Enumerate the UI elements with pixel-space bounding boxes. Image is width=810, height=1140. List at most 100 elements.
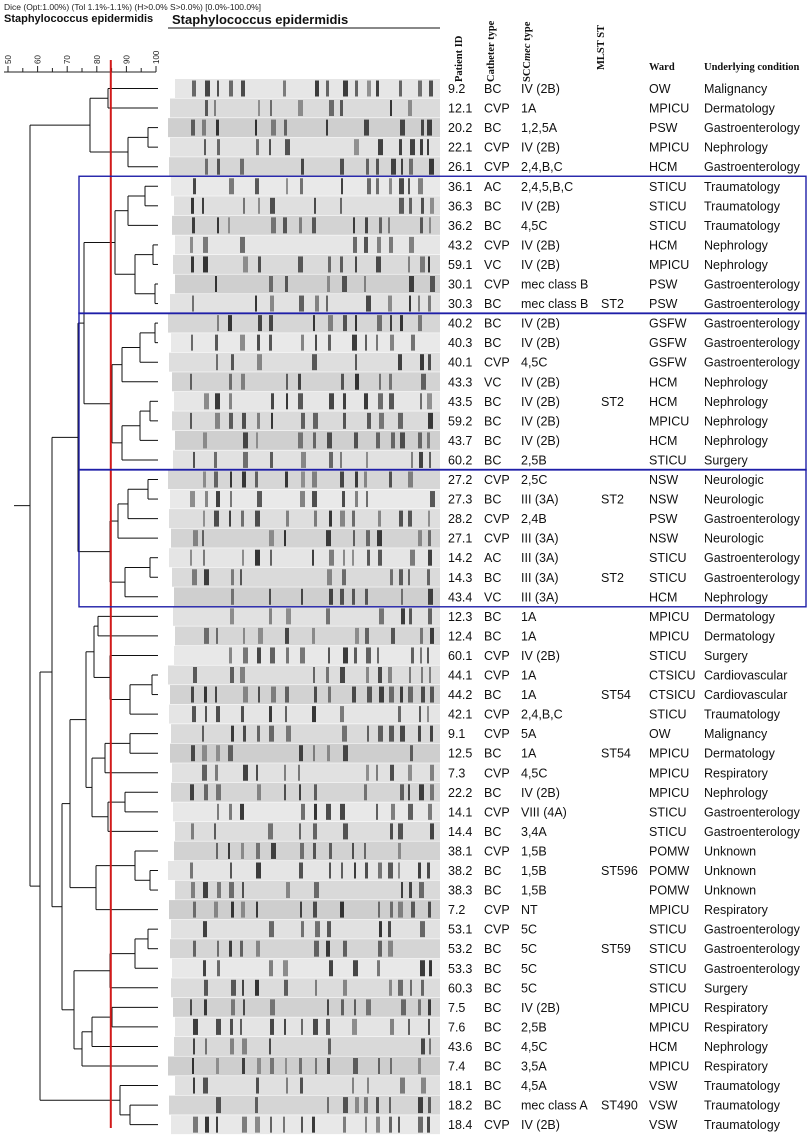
cell-scc-type: III (3A) xyxy=(521,532,559,546)
gel-band xyxy=(390,334,394,351)
gel-band xyxy=(257,784,261,801)
gel-band xyxy=(257,647,261,664)
gel-band xyxy=(418,862,421,879)
gel-lane xyxy=(169,352,440,372)
gel-band xyxy=(284,119,287,136)
gel-band xyxy=(269,706,272,723)
table-row: 40.3 BC IV (2B) GSFW Gastroenterology xyxy=(448,336,801,350)
gel-lane xyxy=(173,997,440,1017)
gel-band xyxy=(354,139,359,156)
cell-ward: CTSICU xyxy=(649,688,696,702)
cell-condition: Gastroenterology xyxy=(704,942,801,956)
gel-band xyxy=(410,549,415,566)
gel-band xyxy=(240,569,242,586)
gel-band xyxy=(364,842,366,859)
cell-patient-id: 18.2 xyxy=(448,1099,472,1113)
gel-band xyxy=(214,100,216,117)
gel-band xyxy=(203,549,205,566)
gel-band xyxy=(420,393,422,410)
table-row: 40.2 BC IV (2B) GSFW Gastroenterology xyxy=(448,317,801,331)
gel-band xyxy=(300,491,305,508)
cell-scc-type: 1A xyxy=(521,688,537,702)
cell-catheter-type: CVP xyxy=(484,727,510,741)
gel-band xyxy=(421,119,424,136)
gel-band xyxy=(355,373,359,390)
cell-scc-type: IV (2B) xyxy=(521,336,560,350)
gel-band xyxy=(427,1116,430,1133)
gel-band xyxy=(229,412,233,429)
gel-band xyxy=(378,667,382,683)
cell-scc-type: NT xyxy=(521,903,538,917)
table-row: 28.2 CVP 2,4B PSW Gastroenterology xyxy=(448,512,801,526)
gel-band xyxy=(408,784,410,801)
gel-band xyxy=(378,901,380,918)
gel-band xyxy=(300,901,302,918)
cell-catheter-type: BC xyxy=(484,395,501,409)
gel-band xyxy=(427,393,432,410)
gel-band xyxy=(230,1018,233,1035)
gel-band xyxy=(193,1018,198,1035)
gel-band xyxy=(340,256,343,273)
cell-ward: STICU xyxy=(649,180,687,194)
header-underlying-condition: Underlying condition xyxy=(704,62,800,73)
gel-band xyxy=(408,471,413,488)
table-row: 60.2 BC 2,5B STICU Surgery xyxy=(448,453,749,467)
gel-band xyxy=(421,686,425,703)
cell-scc-type: mec class A xyxy=(521,1099,588,1113)
cell-catheter-type: BC xyxy=(484,962,501,976)
gel-band xyxy=(341,999,344,1016)
gel-band xyxy=(398,842,401,859)
gel-lane xyxy=(171,528,440,548)
gel-band xyxy=(284,530,286,547)
cell-catheter-type: CVP xyxy=(484,649,510,663)
gel-band xyxy=(421,1038,425,1055)
gel-band xyxy=(428,510,430,527)
gel-band xyxy=(343,80,348,97)
cell-scc-type: IV (2B) xyxy=(521,414,560,428)
gel-band xyxy=(367,549,370,566)
cell-scc-type: 4,5A xyxy=(521,1079,547,1093)
gel-band xyxy=(255,119,257,136)
table-row: 12.1 CVP 1A MPICU Dermatology xyxy=(448,102,776,116)
gel-band xyxy=(268,823,273,840)
gel-band xyxy=(388,940,393,957)
gel-lane xyxy=(174,645,440,665)
gel-band xyxy=(313,432,316,449)
gel-band xyxy=(342,276,347,292)
gel-band xyxy=(283,80,286,97)
cell-ward: HCM xyxy=(649,238,677,252)
gel-band xyxy=(229,178,234,195)
gel-band xyxy=(340,510,345,527)
gel-band xyxy=(329,549,334,566)
gel-band xyxy=(366,764,369,781)
gel-band xyxy=(430,823,434,840)
header-scc-type: SCCmec type xyxy=(522,21,533,82)
gel-band xyxy=(256,139,259,156)
table-row: 9.1 CVP 5A OW Malignancy xyxy=(448,727,768,741)
table-row: 20.2 BC 1,2,5A PSW Gastroenterology xyxy=(448,121,801,135)
gel-band xyxy=(313,823,317,840)
gel-band xyxy=(326,1018,330,1035)
cell-scc-type: 2,4,5,B,C xyxy=(521,180,573,194)
cell-patient-id: 12.5 xyxy=(448,747,472,761)
gel-band xyxy=(229,373,232,390)
gel-band xyxy=(355,627,359,644)
header-patient-id: Patient ID xyxy=(454,35,465,82)
cell-scc-type: IV (2B) xyxy=(521,317,560,331)
gel-band xyxy=(301,1018,303,1035)
gel-band xyxy=(399,569,403,586)
gel-band xyxy=(284,979,288,996)
gel-band xyxy=(377,236,381,253)
gel-band xyxy=(327,569,332,586)
gel-band xyxy=(343,745,348,762)
cell-ward: HCM xyxy=(649,375,677,389)
gel-band xyxy=(269,315,273,332)
cell-condition: Respiratory xyxy=(704,1060,769,1074)
gel-band xyxy=(217,139,220,156)
gel-band xyxy=(326,530,331,547)
dendrogram-settings: Dice (Opt:1.00%) (Tol 1.1%-1.1%) (H>0.0%… xyxy=(4,2,262,12)
cell-condition: Gastroenterology xyxy=(704,825,801,839)
cell-condition: Nephrology xyxy=(704,141,769,155)
gel-band xyxy=(229,882,234,899)
